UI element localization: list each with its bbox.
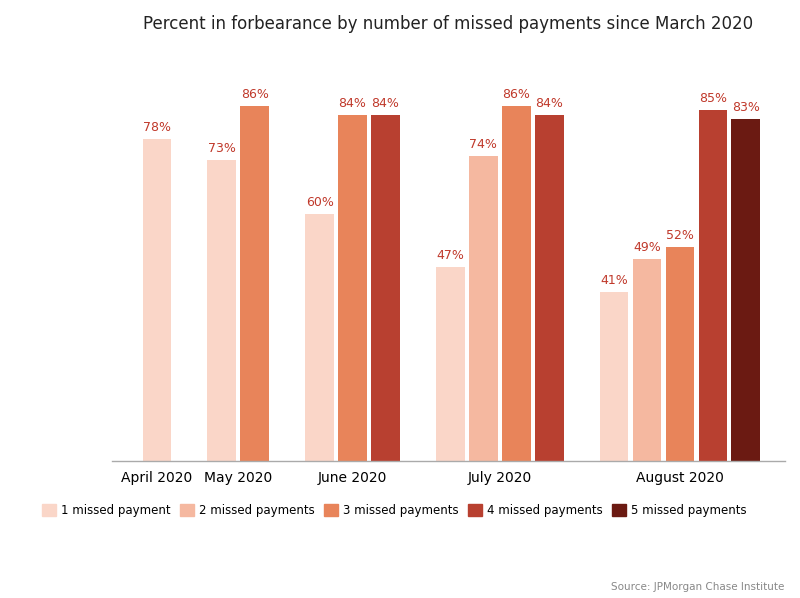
Text: 84%: 84% xyxy=(371,96,399,109)
Bar xyxy=(469,156,498,462)
Text: 86%: 86% xyxy=(502,89,530,101)
Text: 83%: 83% xyxy=(732,100,760,114)
Text: 86%: 86% xyxy=(241,89,269,101)
Text: 73%: 73% xyxy=(208,142,236,155)
Text: 85%: 85% xyxy=(699,93,727,105)
Bar xyxy=(666,246,694,462)
Bar xyxy=(371,115,400,462)
Bar xyxy=(142,139,171,462)
Text: 41%: 41% xyxy=(600,274,628,287)
Text: 78%: 78% xyxy=(143,121,171,135)
Text: Source: JPMorgan Chase Institute: Source: JPMorgan Chase Institute xyxy=(610,582,784,592)
Bar xyxy=(502,106,530,462)
Bar xyxy=(698,111,727,462)
Bar xyxy=(534,115,564,462)
Bar xyxy=(436,267,465,462)
Text: 47%: 47% xyxy=(437,249,464,263)
Bar xyxy=(633,259,662,462)
Bar xyxy=(240,106,269,462)
Text: 49%: 49% xyxy=(633,241,661,254)
Text: 74%: 74% xyxy=(470,138,498,151)
Title: Percent in forbearance by number of missed payments since March 2020: Percent in forbearance by number of miss… xyxy=(143,15,754,33)
Text: 84%: 84% xyxy=(535,96,563,109)
Bar xyxy=(338,115,367,462)
Bar xyxy=(600,292,629,462)
Bar xyxy=(207,160,236,462)
Text: 84%: 84% xyxy=(338,96,366,109)
Bar xyxy=(305,213,334,462)
Text: 60%: 60% xyxy=(306,196,334,209)
Text: 52%: 52% xyxy=(666,228,694,242)
Bar xyxy=(731,118,760,462)
Legend: 1 missed payment, 2 missed payments, 3 missed payments, 4 missed payments, 5 mis: 1 missed payment, 2 missed payments, 3 m… xyxy=(38,499,751,521)
